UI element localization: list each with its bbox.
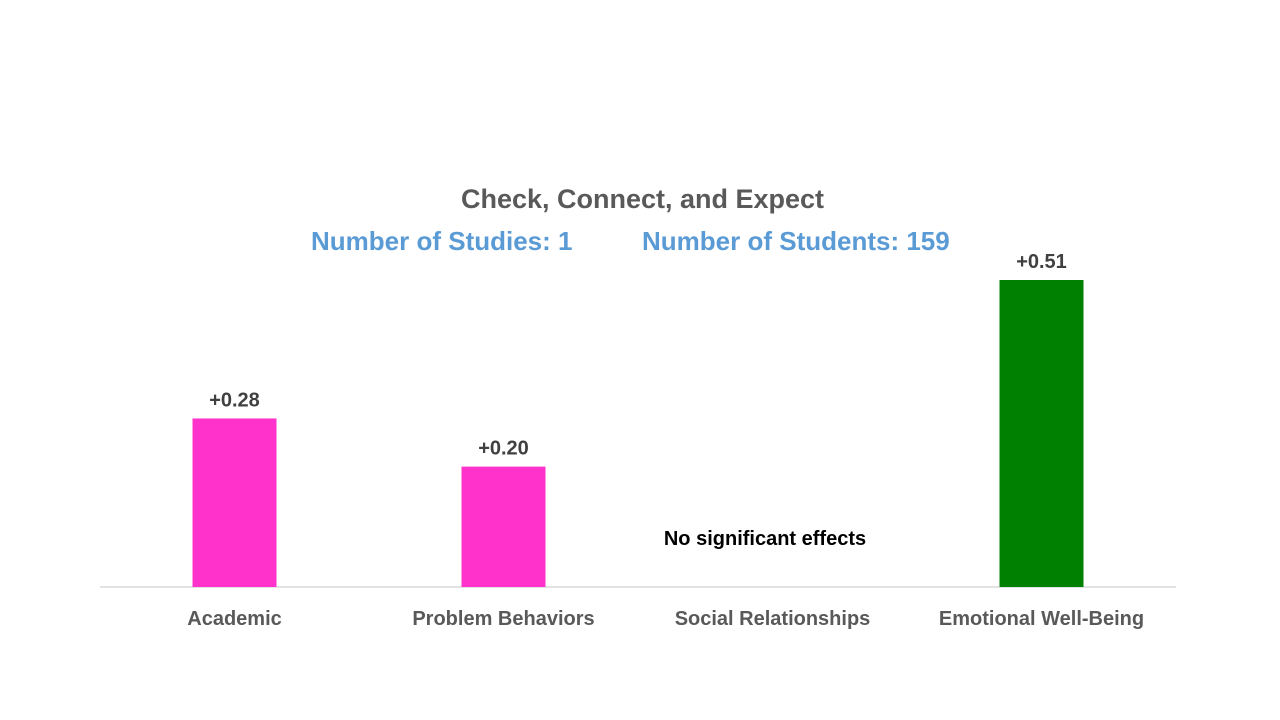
data-label: +0.20 — [478, 438, 529, 460]
subtitle-studies: Number of Studies: 1 — [311, 226, 573, 256]
data-label: +0.28 — [209, 389, 260, 411]
x-tick-label: Problem Behaviors — [412, 608, 594, 630]
x-tick-label: Academic — [187, 608, 282, 630]
data-label: +0.51 — [1016, 251, 1067, 273]
no-significant-effects-annotation: No significant effects — [663, 528, 867, 550]
chart-title: Check, Connect, and Expect — [460, 184, 825, 214]
bar-emotional-well-being — [999, 280, 1084, 587]
bar-academic — [192, 418, 277, 587]
x-tick-label: Social Relationships — [675, 608, 871, 630]
subtitle-students: Number of Students: 159 — [642, 226, 950, 256]
bar-problem-behaviors — [461, 466, 546, 587]
x-tick-label: Emotional Well-Being — [939, 608, 1144, 630]
